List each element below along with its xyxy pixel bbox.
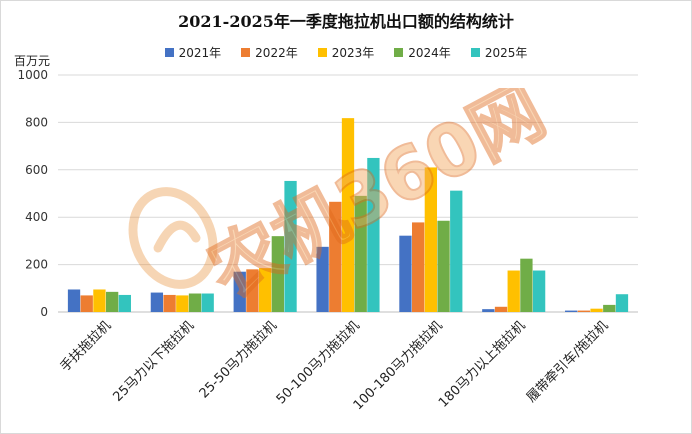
legend-item-0: 2021年 bbox=[164, 44, 222, 61]
y-tick-label: 400 bbox=[25, 210, 48, 224]
x-tick-label: 50-100马力拖拉机 bbox=[274, 318, 363, 407]
bar-0-4 bbox=[118, 294, 131, 312]
bar-3-0 bbox=[316, 246, 329, 312]
bar-6-4 bbox=[615, 294, 629, 312]
legend-item-2: 2023年 bbox=[317, 44, 375, 61]
bar-5-3 bbox=[520, 258, 533, 312]
bar-2-0 bbox=[233, 271, 246, 312]
bar-6-0 bbox=[565, 310, 578, 312]
x-tick-label: 手扶拖拉机 bbox=[58, 318, 115, 375]
bar-6-3 bbox=[603, 304, 616, 312]
x-tick-label: 180马力以上拖拉机 bbox=[436, 318, 529, 411]
bar-1-4 bbox=[201, 293, 214, 312]
bar-4-3 bbox=[437, 220, 450, 312]
legend-label: 2021年 bbox=[178, 46, 222, 60]
bar-6-2 bbox=[590, 308, 603, 312]
bar-4-0 bbox=[399, 235, 412, 312]
x-tick-label: 25-50马力拖拉机 bbox=[197, 318, 280, 401]
bar-5-0 bbox=[482, 309, 495, 312]
bar-0-0 bbox=[67, 289, 81, 312]
chart-title: 2021-2025年一季度拖拉机出口额的结构统计 bbox=[178, 12, 514, 31]
bar-3-4 bbox=[367, 157, 380, 312]
y-tick-label: 0 bbox=[40, 305, 48, 319]
legend-swatch bbox=[317, 48, 327, 57]
bar-2-1 bbox=[246, 269, 259, 312]
x-tick-label: 25马力以下拖拉机 bbox=[110, 318, 197, 405]
legend-swatch bbox=[241, 48, 251, 57]
bar-1-2 bbox=[176, 295, 189, 312]
bar-2-4 bbox=[284, 180, 297, 312]
legend-label: 2024年 bbox=[408, 46, 451, 60]
legend-label: 2023年 bbox=[331, 46, 375, 60]
bar-6-1 bbox=[577, 310, 591, 312]
bar-2-3 bbox=[271, 236, 284, 312]
y-tick-label: 1000 bbox=[17, 68, 48, 82]
bar-4-2 bbox=[424, 167, 438, 312]
bar-5-4 bbox=[532, 270, 546, 312]
legend-item-1: 2022年 bbox=[241, 44, 298, 61]
bar-1-0 bbox=[150, 292, 164, 312]
bar-3-1 bbox=[329, 201, 342, 312]
bar-3-2 bbox=[341, 118, 355, 312]
y-axis-unit: 百万元 bbox=[14, 54, 51, 68]
legend-swatch bbox=[164, 48, 174, 57]
bar-2-2 bbox=[258, 268, 272, 312]
legend-label: 2022年 bbox=[255, 46, 298, 60]
x-tick-label: 履带牵引车/拖拉机 bbox=[523, 318, 611, 406]
legend-swatch bbox=[470, 48, 480, 57]
y-tick-label: 600 bbox=[25, 163, 48, 177]
bar-4-1 bbox=[412, 222, 425, 312]
y-tick-label: 800 bbox=[25, 115, 48, 129]
bar-0-2 bbox=[93, 289, 106, 312]
bar-5-1 bbox=[494, 306, 508, 312]
legend-item-4: 2025年 bbox=[470, 44, 528, 61]
x-tick-label: 100-180马力拖拉机 bbox=[351, 318, 446, 413]
bar-1-3 bbox=[188, 293, 202, 312]
bar-0-3 bbox=[105, 291, 119, 312]
legend-label: 2025年 bbox=[484, 46, 528, 60]
bar-1-1 bbox=[163, 294, 176, 312]
legend-swatch bbox=[394, 48, 404, 57]
bar-5-2 bbox=[507, 270, 520, 312]
y-tick-label: 200 bbox=[25, 258, 48, 272]
bar-0-1 bbox=[80, 295, 93, 312]
bar-4-4 bbox=[450, 190, 463, 312]
legend: 2021年 2022年 2023年 2024年 2025年 bbox=[0, 44, 692, 61]
bar-3-3 bbox=[354, 195, 367, 312]
legend-item-3: 2024年 bbox=[394, 44, 451, 61]
